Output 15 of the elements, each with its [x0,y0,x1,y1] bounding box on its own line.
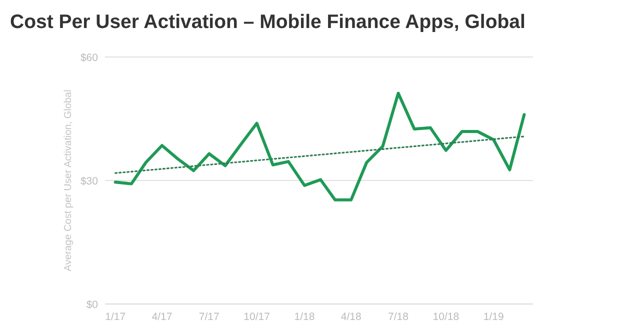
x-tick-label: 10/18 [432,311,460,323]
x-tick-label: 7/17 [198,311,220,323]
x-tick-label: 1/17 [105,311,126,323]
y-axis-title: Average Cost per User Activation, Global [63,90,74,272]
line-series [114,92,526,202]
y-tick-label: $60 [80,52,98,64]
chart-title: Cost Per User Activation – Mobile Finance Apps, Global [10,11,526,33]
x-tick-label: 1/19 [483,311,504,323]
x-tick-label: 1/18 [294,311,315,323]
x-tick-label: 4/17 [152,311,172,323]
x-tick-label: 10/17 [244,311,270,323]
y-tick-label: $0 [86,299,98,311]
y-tick-label: $30 [80,176,98,188]
x-tick-label: 7/18 [388,311,409,323]
x-tick-label: 4/18 [340,311,362,323]
